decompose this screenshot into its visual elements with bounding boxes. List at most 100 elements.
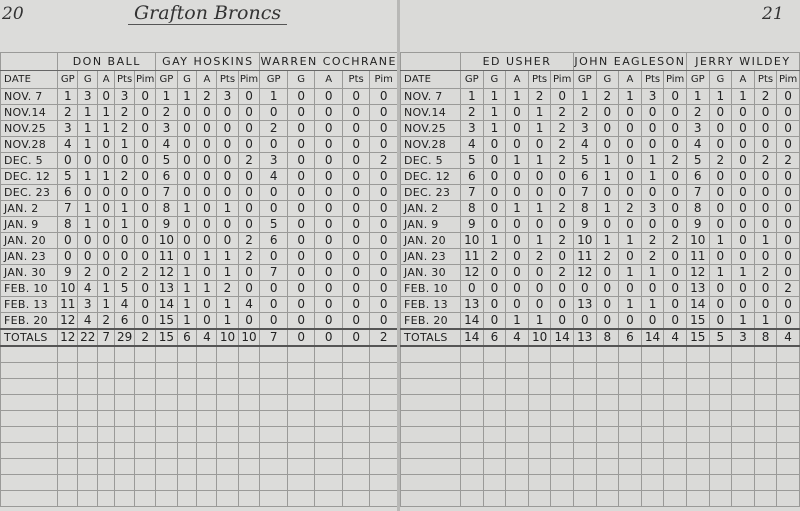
stat-cell: 7 <box>155 184 178 201</box>
total-cell: 15 <box>155 328 178 347</box>
stat-cell: 0 <box>341 216 371 233</box>
empty-cell <box>97 378 116 395</box>
empty-cell <box>57 442 79 459</box>
empty-cell <box>314 345 343 363</box>
stat-cell: 0 <box>176 136 198 153</box>
stat-cell: 0 <box>369 296 398 313</box>
empty-cell <box>640 410 665 427</box>
empty-cell <box>155 426 178 443</box>
stat-cell: 2 <box>97 312 116 330</box>
stat-cell: 0 <box>369 168 398 185</box>
stat-cell: 0 <box>216 184 239 201</box>
empty-cell <box>0 426 59 443</box>
stat-cell: 0 <box>753 136 778 153</box>
stat-header: G <box>482 70 507 89</box>
game-date: FEB. 13 <box>400 296 461 313</box>
stat-cell: 2 <box>259 120 288 137</box>
empty-cell <box>0 442 59 459</box>
empty-cell <box>314 410 343 427</box>
stat-cell: 0 <box>196 120 218 137</box>
empty-cell <box>57 378 79 395</box>
empty-cell <box>286 378 316 395</box>
stat-cell: 0 <box>550 312 574 330</box>
empty-cell <box>400 490 461 507</box>
empty-cell <box>708 458 733 475</box>
stat-cell: 13 <box>685 280 710 297</box>
stat-cell: 0 <box>314 232 343 249</box>
stat-cell: 0 <box>286 216 316 233</box>
empty-cell <box>753 426 778 443</box>
stat-cell: 1 <box>527 232 552 249</box>
stat-cell: 0 <box>341 88 371 105</box>
stat-cell: 12 <box>57 312 79 330</box>
stat-cell: 0 <box>314 120 343 137</box>
game-date: DEC. 5 <box>0 152 59 169</box>
stat-cell: 0 <box>527 168 552 185</box>
empty-cell <box>640 442 665 459</box>
total-cell: 4 <box>776 328 800 347</box>
stats-table-right: Ed Usher John Eagleson Jerry Wildey DATE GP G… <box>400 52 800 507</box>
stat-cell: 0 <box>482 184 507 201</box>
stat-cell: 1 <box>527 104 552 121</box>
empty-cell <box>550 394 574 411</box>
stat-cell: 0 <box>134 232 157 249</box>
stat-cell: 14 <box>460 312 484 330</box>
stat-cell: 7 <box>572 184 597 201</box>
stat-cell: 4 <box>572 136 597 153</box>
stat-cell: 0 <box>505 136 529 153</box>
empty-cell <box>618 474 642 491</box>
stat-header: A <box>618 70 642 89</box>
empty-cell <box>0 394 59 411</box>
empty-cell <box>259 410 288 427</box>
stat-cell: 0 <box>134 312 157 330</box>
empty-cell <box>527 474 552 491</box>
game-row: DEC. 12 5 1 1 2 0 6 0 0 0 0 4 0 0 0 0 <box>0 168 398 185</box>
stat-cell: 13 <box>572 296 597 313</box>
stat-cell: 0 <box>640 312 665 330</box>
stat-cell: 1 <box>259 88 288 105</box>
stat-header: G <box>176 70 198 89</box>
empty-cell <box>460 474 484 491</box>
stat-cell: 0 <box>663 312 687 330</box>
stat-cell: 0 <box>776 312 800 330</box>
empty-cell <box>572 426 597 443</box>
stat-cell: 9 <box>572 216 597 233</box>
stat-cell: 4 <box>259 168 288 185</box>
left-ledger-page: 20 Grafton Broncs Don Ball Gay Hoskins War… <box>0 0 398 511</box>
empty-cell <box>369 474 398 491</box>
empty-cell <box>134 442 157 459</box>
stat-cell: 9 <box>57 264 79 281</box>
stat-cell: 0 <box>176 120 198 137</box>
game-date: NOV. 7 <box>400 88 461 105</box>
empty-cell <box>259 426 288 443</box>
game-row: NOV.25 3 1 1 2 0 3 0 0 0 0 2 0 0 0 0 <box>0 120 398 137</box>
stat-cell: 0 <box>237 280 261 297</box>
stat-cell: 2 <box>482 248 507 265</box>
empty-cell <box>341 442 371 459</box>
stat-cell: 15 <box>685 312 710 330</box>
stat-cell: 2 <box>550 120 574 137</box>
stat-cell: 14 <box>685 296 710 313</box>
stat-cell: 5 <box>114 280 136 297</box>
stat-cell: 2 <box>753 88 778 105</box>
empty-cell <box>97 394 116 411</box>
stat-cell: 2 <box>114 168 136 185</box>
stat-cell: 0 <box>708 216 733 233</box>
empty-cell <box>259 362 288 379</box>
date-header: DATE <box>0 70 59 89</box>
stat-cell: 1 <box>505 200 529 217</box>
empty-cell <box>460 426 484 443</box>
stat-cell: 0 <box>57 248 79 265</box>
stat-header: Pim <box>663 70 687 89</box>
empty-cell <box>685 474 710 491</box>
totals-label: TOTALS <box>400 328 461 347</box>
stat-cell: 11 <box>572 248 597 265</box>
stat-cell: 0 <box>776 216 800 233</box>
stat-cell: 0 <box>341 248 371 265</box>
stat-cell: 3 <box>640 200 665 217</box>
game-date: JAN. 2 <box>0 200 59 217</box>
stat-cell: 0 <box>753 120 778 137</box>
empty-cell <box>134 362 157 379</box>
empty-cell <box>237 426 261 443</box>
empty-cell <box>196 345 218 363</box>
